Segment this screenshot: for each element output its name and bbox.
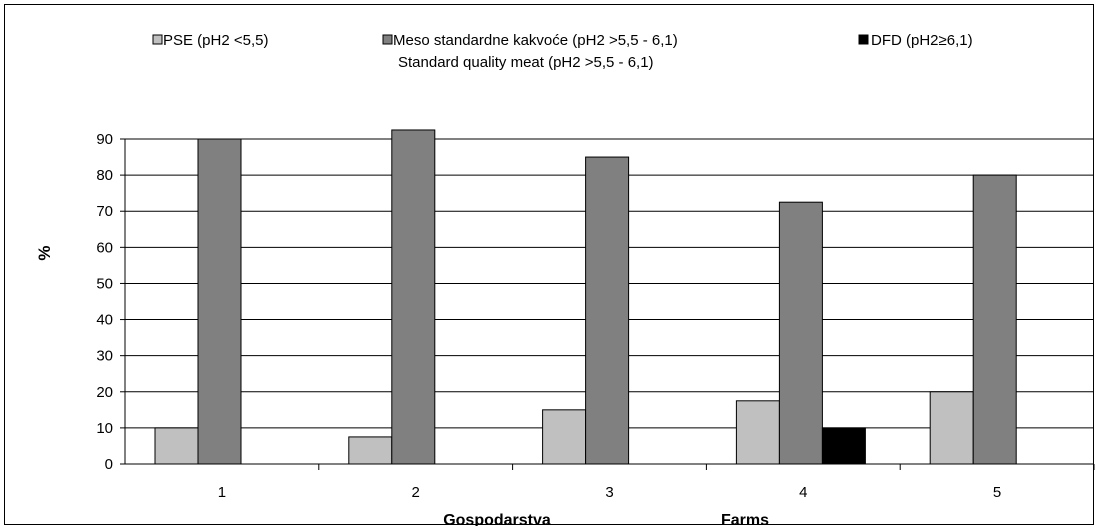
y-tick-label: 90 <box>96 131 113 148</box>
bar-chart: PSE (pH2 <5,5) Meso standardne kakvoće (… <box>35 32 1095 529</box>
legend-label-pse: PSE (pH2 <5,5) <box>163 32 268 49</box>
x-tick-labels: 1 2 3 4 5 <box>218 464 1095 501</box>
y-tick-label: 70 <box>96 203 113 220</box>
bar-series0-cat3 <box>542 409 587 465</box>
y-tick-label: 10 <box>96 420 113 437</box>
y-tick-label: 50 <box>96 275 113 292</box>
x-tick-label: 5 <box>993 484 1001 501</box>
legend-label-standard: Meso standardne kakvoće (pH2 >5,5 - 6,1) <box>393 32 678 49</box>
legend: PSE (pH2 <5,5) Meso standardne kakvoće (… <box>152 32 973 71</box>
x-tick-label: 3 <box>605 484 613 501</box>
legend-swatch-dfd <box>858 34 869 45</box>
y-tick-label: 60 <box>96 239 113 256</box>
y-tick-label: 30 <box>96 348 113 365</box>
y-axis-label: % <box>35 245 54 260</box>
bar-series1-cat1 <box>197 138 242 465</box>
x-tick-label: 1 <box>218 484 226 501</box>
bar-series1-cat2 <box>391 129 436 465</box>
legend-label-dfd: DFD (pH2≥6,1) <box>871 32 973 49</box>
bar-series0-cat2 <box>348 436 393 465</box>
legend-label-standard-en: Standard quality meat (pH2 >5,5 - 6,1) <box>398 54 654 71</box>
bar-series1-cat4 <box>778 201 823 465</box>
y-tick-label: 0 <box>105 456 113 473</box>
axes <box>124 139 1094 465</box>
bar-series0-cat5 <box>929 391 974 465</box>
legend-swatch-pse <box>152 34 163 45</box>
x-tick-label: 2 <box>412 484 420 501</box>
x-axis-label-en: Farms <box>721 512 769 526</box>
y-tick-labels: 0 10 20 30 40 50 60 70 80 90 <box>96 131 125 473</box>
y-tick-label: 40 <box>96 312 113 329</box>
x-tick-label: 4 <box>799 484 807 501</box>
x-axis-label: Gospodarstva <box>443 512 551 526</box>
bars <box>154 129 1017 465</box>
chart-frame: PSE (pH2 <5,5) Meso standardne kakvoće (… <box>4 4 1095 529</box>
bar-series1-cat3 <box>585 156 630 465</box>
y-tick-label: 20 <box>96 384 113 401</box>
bar-series0-cat4 <box>735 400 780 465</box>
y-tick-label: 80 <box>96 167 113 184</box>
bar-series2-cat4 <box>821 427 866 465</box>
legend-swatch-standard <box>382 34 393 45</box>
bar-series0-cat1 <box>154 427 199 465</box>
bar-series1-cat5 <box>972 174 1017 465</box>
